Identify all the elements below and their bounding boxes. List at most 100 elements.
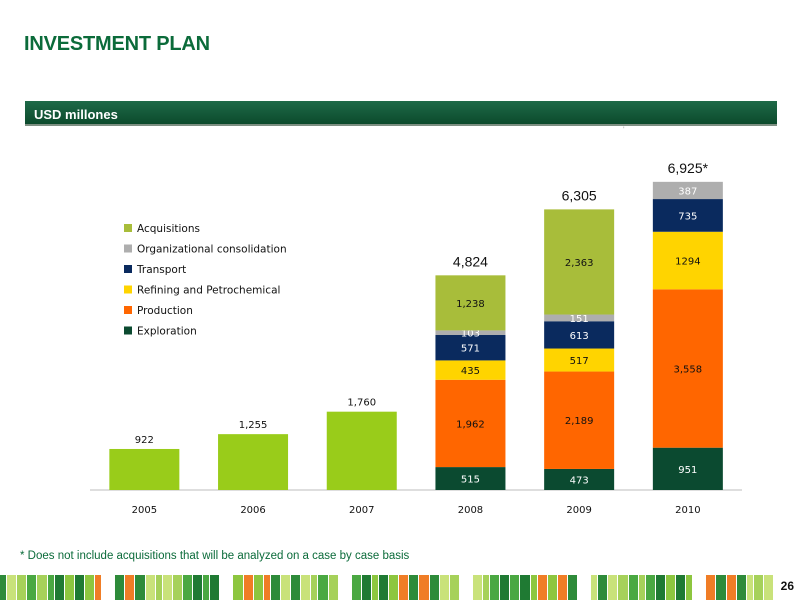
footer-stripe [203, 575, 209, 600]
footer-stripe [490, 575, 499, 600]
footer-stripe [301, 575, 310, 600]
seg-label-production-2009: 2,189 [565, 416, 594, 427]
footer-stripe [0, 575, 6, 600]
x-tick-2010: 2010 [675, 505, 700, 516]
bar-refining-and-petrochemical-2009 [544, 348, 615, 372]
bar-acquisitions-2008 [435, 275, 506, 331]
footer-stripe [379, 575, 388, 600]
footnote: * Does not include acquisitions that wil… [20, 550, 410, 562]
footer-stripe [156, 575, 162, 600]
seg-label-organizational-consolidation-2009: 151 [570, 314, 589, 325]
bar-transport-2010 [652, 199, 723, 232]
footer-stripe [548, 575, 557, 600]
footer-stripe [618, 575, 628, 600]
bar-organizational-consolidation-2010 [652, 181, 723, 200]
slide-title: INVESTMENT PLAN [24, 33, 210, 55]
seg-label-exploration-2010: 951 [678, 465, 697, 476]
investment-stacked-bar-chart: 922 1,255 1,760 515 1,962 435 571 103 1,238 4,824… [90, 126, 742, 516]
footer-stripe [173, 575, 182, 600]
seg-label-production-2008: 1,962 [456, 419, 485, 430]
bar-label-historical-2006: 1,255 [239, 420, 268, 431]
legend-swatch-transport [124, 265, 132, 273]
footer-stripe [500, 575, 509, 600]
footer-stripe [538, 575, 547, 600]
footer-stripe [254, 575, 263, 600]
seg-label-transport-2009: 613 [570, 331, 589, 342]
unit-header-bar: USD millones [25, 101, 777, 126]
bar-organizational-consolidation-2009 [544, 314, 615, 322]
footer-stripe [125, 575, 134, 600]
legend-label-refining-and-petrochemical: Refining and Petrochemical [137, 285, 280, 297]
footer-stripe [764, 575, 773, 600]
bar-historical-2005 [109, 448, 180, 490]
legend-swatch-organizational-consolidation [124, 244, 132, 253]
footer-stripe [75, 575, 84, 600]
x-tick-labels: 2005 2006 2007 2008 2009 2010 [132, 505, 701, 516]
seg-label-refining-and-petrochemical-2010: 1294 [675, 257, 700, 268]
footer-stripe [372, 575, 378, 600]
footer-stripe [48, 575, 54, 600]
legend-swatch-production [124, 306, 132, 314]
footer-stripe [7, 575, 16, 600]
seg-label-refining-and-petrochemical-2009: 517 [570, 356, 589, 367]
bar-exploration-2010 [652, 447, 723, 490]
footer-stripe [706, 575, 715, 600]
footer-stripe [737, 575, 746, 600]
page-number: 26 [780, 579, 794, 593]
legend-swatch-acquisitions [124, 224, 132, 232]
footer-stripe [311, 575, 317, 600]
x-tick-2007: 2007 [349, 505, 374, 516]
footer-stripe [183, 575, 192, 600]
footer-stripe [362, 575, 371, 600]
footer-stripe [17, 575, 26, 600]
legend-swatch-refining-and-petrochemical [124, 285, 132, 294]
total-label-2010: 6,925* [668, 160, 709, 176]
footer-stripe [409, 575, 418, 600]
footer-stripe [95, 575, 101, 600]
footer-stripe [37, 575, 47, 600]
bar-transport-2009 [544, 321, 615, 349]
seg-label-organizational-consolidation-2008: 103 [461, 329, 480, 340]
bar-historical-2007 [326, 411, 397, 490]
footer-stripe [558, 575, 567, 600]
footer-stripe [85, 575, 94, 600]
chart-legend: Acquisitions Organizational consolidation… [124, 223, 287, 338]
bar-production-2009 [544, 371, 615, 469]
legend-label-exploration: Exploration [137, 326, 197, 338]
footer-stripe [639, 575, 645, 600]
footer-stripe [666, 575, 675, 600]
footer-stripe [727, 575, 736, 600]
total-label-2008: 4,824 [453, 253, 488, 269]
x-tick-2005: 2005 [132, 505, 157, 516]
legend-swatch-exploration [124, 326, 132, 335]
footer-stripe [568, 575, 577, 600]
bar-acquisitions-2009 [544, 209, 615, 315]
x-tick-2009: 2009 [566, 505, 591, 516]
footer-stripe [65, 575, 74, 600]
footer-stripe [646, 575, 655, 600]
bar-group: 922 1,255 1,760 515 1,962 435 571 103 1,238 4,824… [109, 160, 723, 490]
footer-stripe [27, 575, 36, 600]
footer-stripe [591, 575, 597, 600]
x-tick-2008: 2008 [458, 505, 483, 516]
bar-label-historical-2007: 1,760 [347, 398, 376, 409]
chart-dot-mark: ' [623, 126, 625, 133]
footer-stripe [747, 575, 753, 600]
legend-label-acquisitions: Acquisitions [137, 223, 200, 235]
footer-stripe [531, 575, 537, 600]
footer-stripe [193, 575, 202, 600]
footer-stripe [676, 575, 685, 600]
legend-label-production: Production [137, 305, 193, 317]
bar-exploration-2008 [435, 467, 506, 490]
footer-stripe [754, 575, 763, 600]
footer-stripe [271, 575, 280, 600]
bar-organizational-consolidation-2008 [435, 330, 506, 336]
footer-stripe [419, 575, 429, 600]
seg-label-transport-2010: 735 [678, 211, 697, 222]
footer-stripe [146, 575, 155, 600]
bar-label-historical-2005: 922 [135, 435, 154, 446]
bar-exploration-2009 [544, 468, 615, 490]
legend-label-organizational-consolidation: Organizational consolidation [137, 244, 287, 256]
footer-stripe [352, 575, 361, 600]
footer-stripe [135, 575, 145, 600]
